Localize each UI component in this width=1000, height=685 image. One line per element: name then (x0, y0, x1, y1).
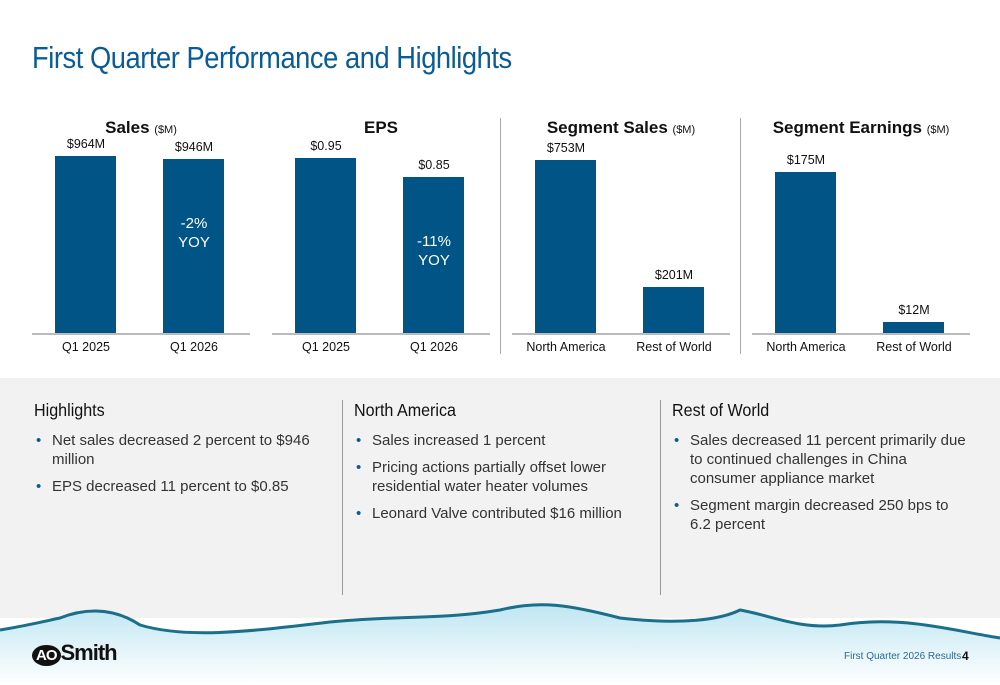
chart-title: Segment Earnings ($M) (772, 118, 950, 137)
chart-title: Sales ($M) (105, 118, 177, 137)
bar-chart: EPS $0.95 Q1 2025 $0.85 Q1 2026 -11% YOY (272, 112, 490, 357)
bullet-item: Sales increased 1 percent (354, 431, 654, 450)
logo-text: Smith (60, 640, 118, 665)
chart-divider (500, 118, 501, 354)
bullet-item: Net sales decreased 2 percent to $946 mi… (34, 431, 334, 469)
page-number: 4 (962, 649, 969, 663)
column-heading: Rest of World (672, 400, 770, 420)
highlight-column: North America Sales increased 1 percent Pr… (354, 400, 654, 531)
x-axis-line (512, 333, 730, 335)
chart-title: EPS (363, 118, 399, 137)
water-wave-graphic (0, 603, 1000, 685)
bar-chart: Segment Sales ($M) $753M North America $201… (512, 112, 730, 357)
logo-mark: AO (32, 645, 61, 666)
x-tick-label: Q1 2026 (410, 340, 458, 354)
bar (295, 158, 356, 333)
data-label: $964M (66, 136, 106, 151)
x-tick-label: Q1 2025 (302, 340, 350, 354)
x-tick-label: North America (526, 340, 606, 354)
data-label: $175M (786, 153, 826, 167)
bullet-item: Leonard Valve contributed $16 million (354, 504, 654, 523)
column-heading: North America (354, 400, 457, 420)
x-tick-label: Q1 2026 (170, 340, 218, 354)
data-label: $946M (174, 139, 214, 154)
x-axis-line (32, 333, 250, 335)
footer-text: First Quarter 2026 Results (844, 651, 962, 662)
data-label: $0.85 (418, 157, 450, 172)
bullet-item: Sales decreased 11 percent primarily due… (672, 431, 972, 488)
bullet-item: Pricing actions partially offset lower r… (354, 458, 654, 496)
bar (163, 158, 224, 333)
bullet-item: EPS decreased 11 percent to $0.85 (34, 477, 334, 496)
column-divider (660, 400, 661, 595)
bar (883, 321, 944, 333)
aosmith-logo: AO Smith (32, 640, 118, 666)
bar (643, 286, 704, 333)
x-tick-label: Rest of World (876, 340, 952, 354)
column-divider (342, 400, 343, 595)
x-tick-label: Rest of World (636, 340, 712, 354)
data-label: $753M (546, 140, 586, 155)
page-title: First Quarter Performance and Highlights (32, 40, 512, 75)
bar (403, 176, 464, 333)
column-heading: Highlights (34, 400, 105, 420)
bullet-item: Segment margin decreased 250 bps to 6.2 … (672, 496, 972, 534)
x-axis-line (272, 333, 490, 335)
data-label: $0.95 (310, 139, 342, 154)
data-label: $12M (898, 302, 930, 317)
chart-divider (740, 118, 741, 354)
highlight-column: Highlights Net sales decreased 2 percent … (34, 400, 334, 504)
chart-title: Segment Sales ($M) (546, 118, 696, 137)
data-label: $201M (654, 267, 694, 282)
bar (775, 172, 836, 333)
bar-chart: Sales ($M) $964M Q1 2025 $946M Q1 2026 -2% YOY (32, 112, 250, 357)
x-axis-line (752, 333, 970, 335)
bar-chart: Segment Earnings ($M) $175M North America $… (752, 112, 970, 357)
x-tick-label: Q1 2025 (62, 340, 110, 354)
yoy-annotation: -11% YOY (417, 232, 451, 269)
yoy-annotation: -2% YOY (178, 214, 210, 251)
bar (535, 159, 596, 333)
bar (55, 155, 116, 333)
highlight-column: Rest of World Sales decreased 11 percent … (672, 400, 972, 542)
x-tick-label: North America (766, 340, 846, 354)
